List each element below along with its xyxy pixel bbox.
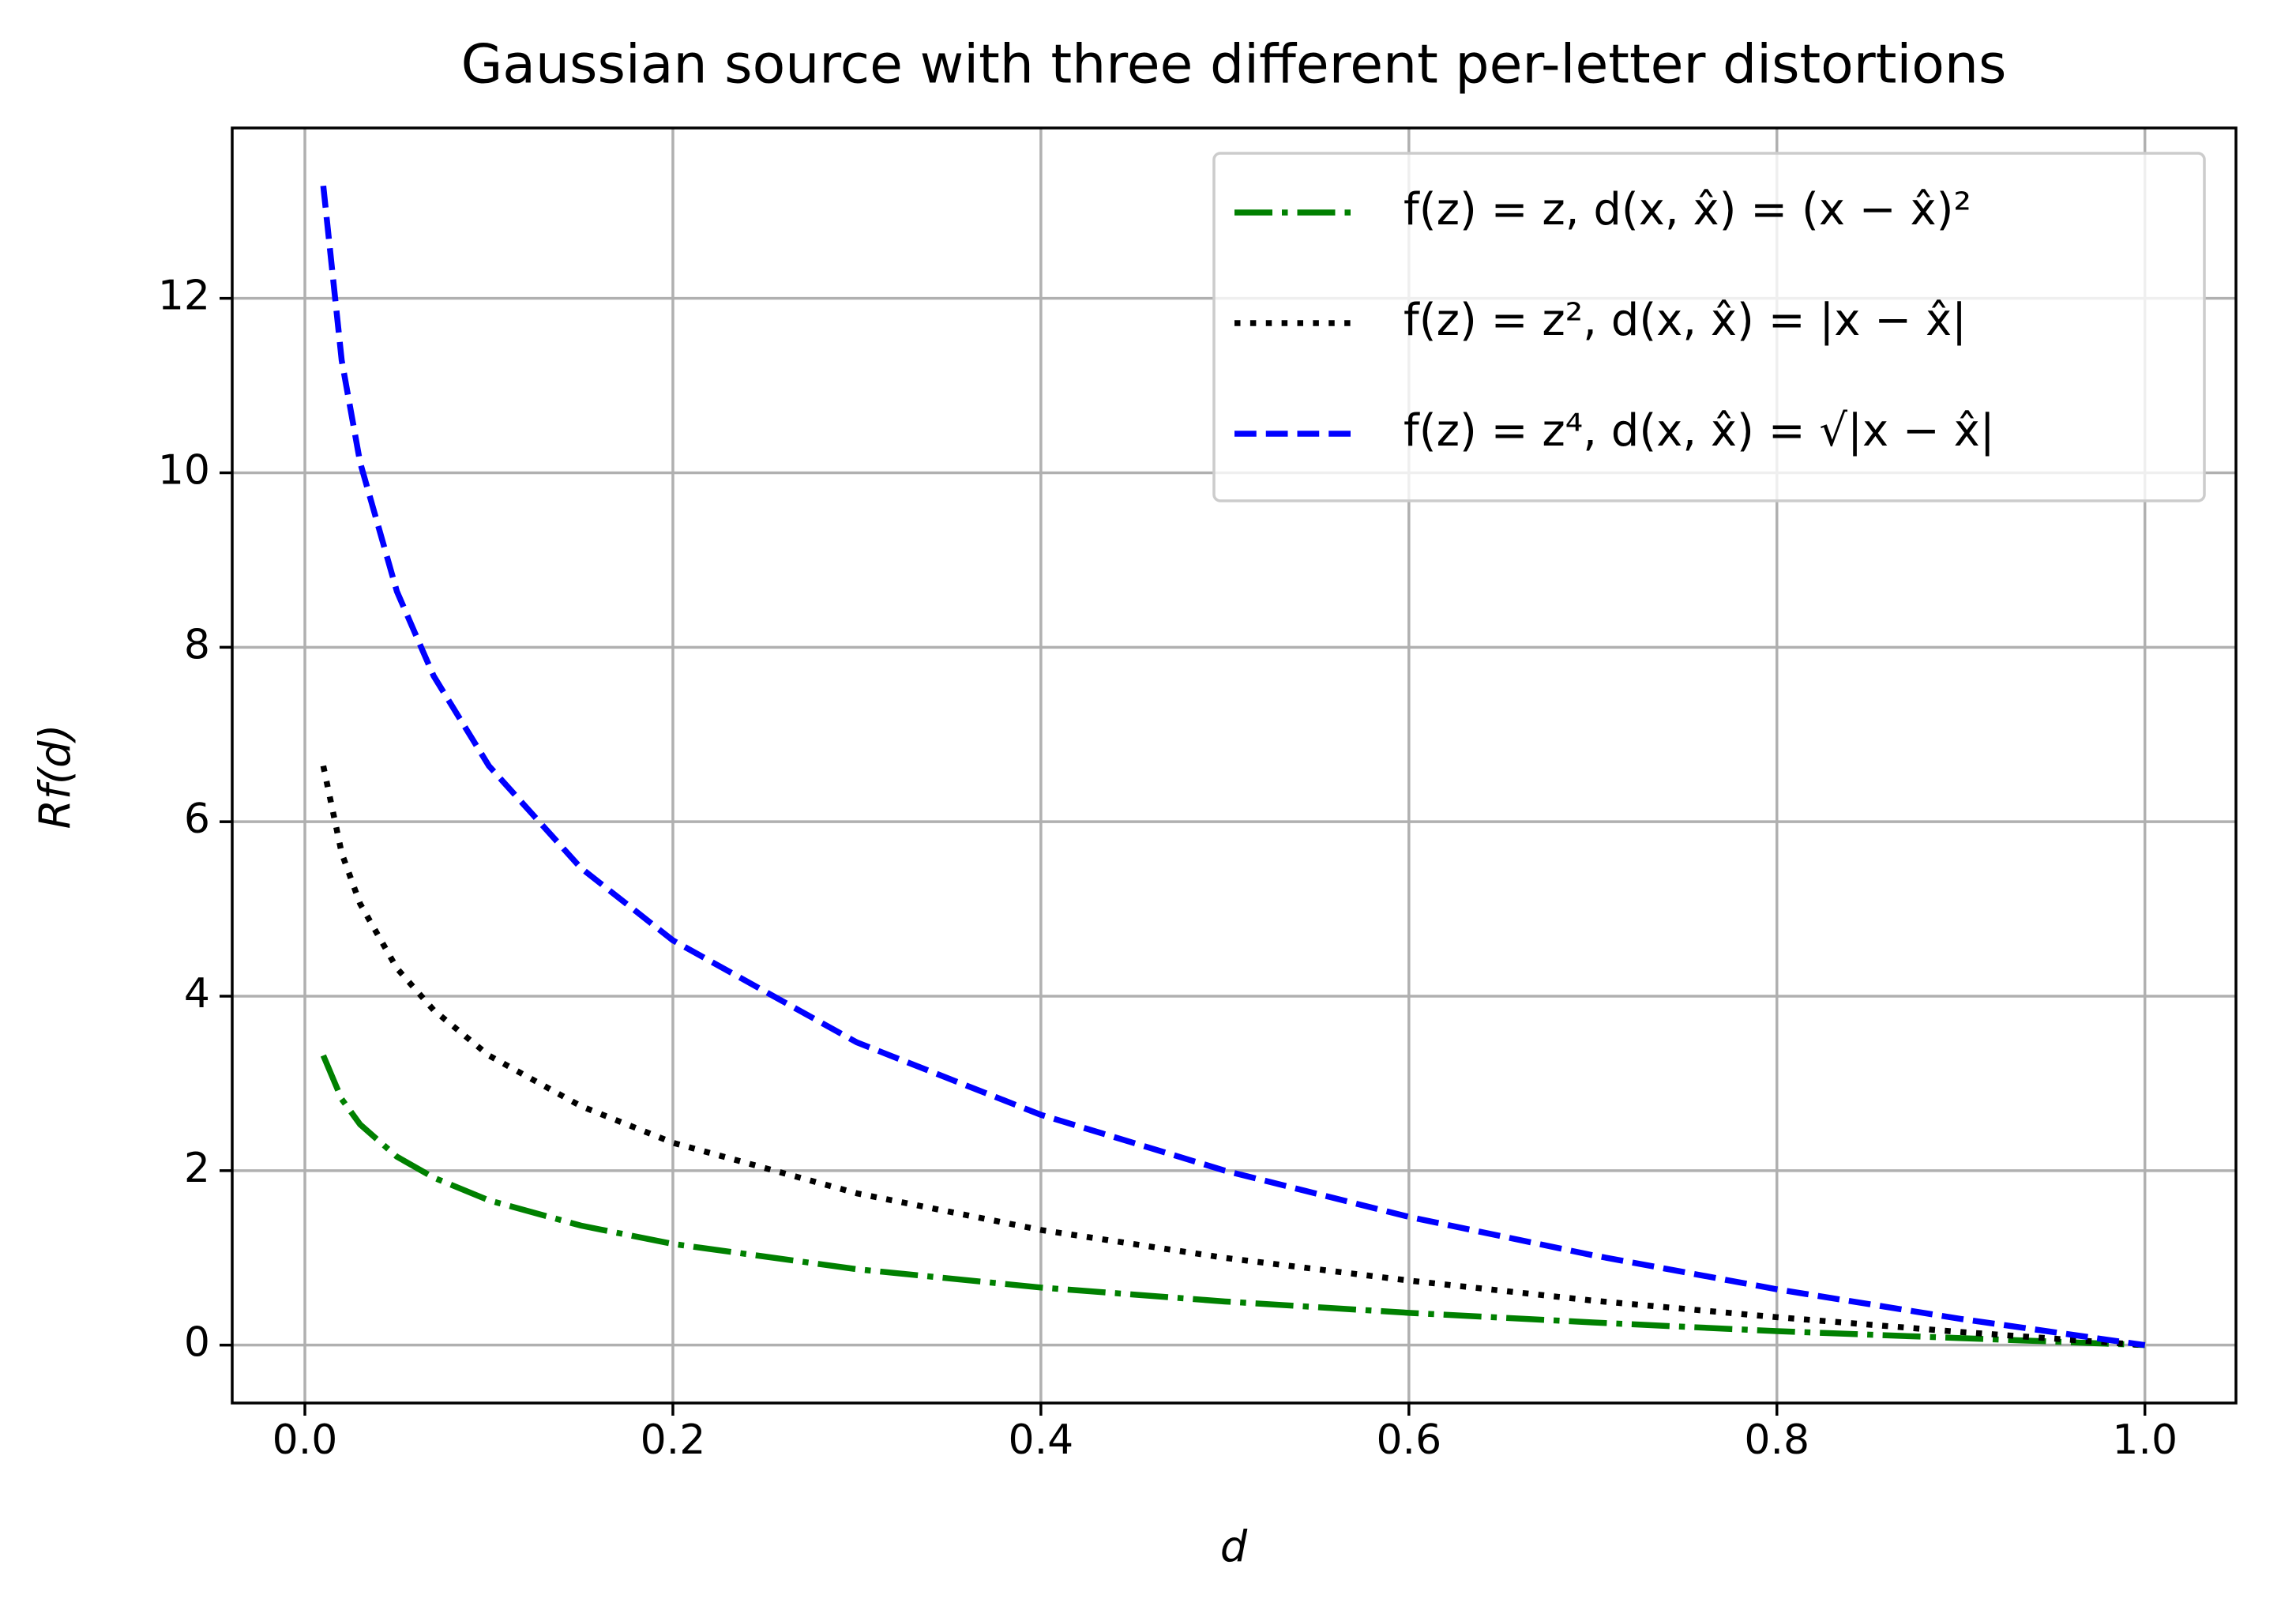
x-axis-label: d bbox=[1220, 1522, 1248, 1572]
x-tick-label: 1.0 bbox=[2112, 1416, 2178, 1464]
x-tick-label: 0.2 bbox=[641, 1416, 706, 1464]
y-tick-label: 10 bbox=[158, 446, 210, 494]
y-tick-label: 2 bbox=[184, 1145, 210, 1192]
plot-frame bbox=[231, 126, 2238, 1405]
series-line bbox=[320, 765, 2145, 1349]
y-tick-label: 12 bbox=[158, 273, 210, 320]
series-line bbox=[320, 1054, 2145, 1349]
chart-title: Gaussian source with three different per… bbox=[461, 34, 2007, 96]
y-tick-label: 4 bbox=[184, 970, 210, 1018]
legend-label: f(z) = z, d(x, x̂) = (x − x̂)² bbox=[1404, 184, 1971, 235]
x-tick-label: 0.0 bbox=[272, 1416, 338, 1464]
x-tick-label: 0.6 bbox=[1376, 1416, 1441, 1464]
legend-label: f(z) = z², d(x, x̂) = |x − x̂| bbox=[1404, 295, 1967, 346]
legend-label: f(z) = z⁴, d(x, x̂) = √|x − x̂| bbox=[1404, 405, 1995, 457]
series-line bbox=[320, 185, 2146, 1349]
legend-box bbox=[1212, 152, 2206, 502]
y-axis-label: Rf(d) bbox=[31, 724, 81, 829]
y-tick-label: 0 bbox=[184, 1319, 210, 1367]
x-tick-label: 0.8 bbox=[1744, 1416, 1809, 1464]
y-tick-label: 8 bbox=[184, 621, 210, 668]
x-tick-label: 0.4 bbox=[1009, 1416, 1074, 1464]
y-tick-label: 6 bbox=[184, 796, 210, 843]
